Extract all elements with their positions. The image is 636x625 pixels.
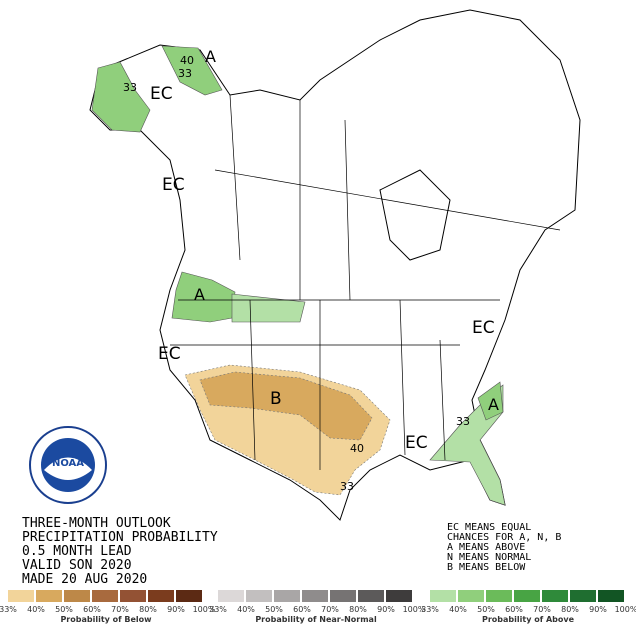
header-line: 0.5 MONTH LEAD <box>22 544 132 559</box>
map-label: EC <box>150 84 173 104</box>
legend-label: 90% <box>167 605 185 614</box>
map-label: 33 <box>456 415 470 428</box>
legend-label: 40% <box>237 605 255 614</box>
legend-swatch <box>176 590 202 602</box>
legend-label: 33% <box>209 605 227 614</box>
legend-swatch <box>570 590 596 602</box>
legend-swatch <box>274 590 300 602</box>
map-label: 33 <box>178 67 192 80</box>
noaa-logo: NOAA <box>29 426 107 504</box>
legend-label: 80% <box>349 605 367 614</box>
map-label: EC <box>405 433 428 453</box>
map-label: EC <box>158 344 181 364</box>
legend-swatch <box>8 590 34 602</box>
legend-label: 60% <box>83 605 101 614</box>
legend-swatch <box>330 590 356 602</box>
hudson-bay <box>379 169 451 261</box>
legend-label: 90% <box>589 605 607 614</box>
legend-label: 60% <box>293 605 311 614</box>
header-line: PRECIPITATION PROBABILITY <box>22 530 218 545</box>
legend-swatch <box>542 590 568 602</box>
legend-caption: Probability of Near-Normal <box>255 615 377 624</box>
legend-label: 60% <box>505 605 523 614</box>
legend-swatch <box>148 590 174 602</box>
legend-caption: Probability of Above <box>482 615 575 624</box>
legend-label: 100% <box>615 605 636 614</box>
legend-note: B MEANS BELOW <box>447 562 526 573</box>
legend-label: 100% <box>193 605 216 614</box>
legend-swatch <box>92 590 118 602</box>
legend-swatch <box>246 590 272 602</box>
below-region <box>199 371 373 441</box>
legend-swatch <box>458 590 484 602</box>
legend-label: 70% <box>533 605 551 614</box>
map-label: B <box>270 389 282 409</box>
legend-note: EC MEANS EQUAL <box>447 522 531 533</box>
map-label: 40 <box>180 54 194 67</box>
legend-label: 100% <box>403 605 426 614</box>
legend-label: 80% <box>561 605 579 614</box>
legend-label: 50% <box>265 605 283 614</box>
legend-swatch <box>120 590 146 602</box>
border <box>170 94 561 470</box>
map-label: EC <box>472 318 495 338</box>
legend-swatch <box>598 590 624 602</box>
legend-swatch <box>358 590 384 602</box>
legend-label: 33% <box>0 605 17 614</box>
legend-label: 90% <box>377 605 395 614</box>
logo-text: NOAA <box>52 458 84 469</box>
header-line: MADE 20 AUG 2020 <box>22 572 147 587</box>
legend-note: CHANCES FOR A, N, B <box>447 532 561 543</box>
legend-swatch <box>386 590 412 602</box>
map-label: EC <box>162 175 185 195</box>
header-line: THREE-MONTH OUTLOOK <box>22 516 171 531</box>
above-region <box>161 45 223 96</box>
map-label: 33 <box>123 81 137 94</box>
legend-label: 40% <box>27 605 45 614</box>
map-label: A <box>194 285 205 304</box>
legend-swatch <box>486 590 512 602</box>
above-region <box>477 381 504 421</box>
legend-note: N MEANS NORMAL <box>447 552 531 563</box>
legend-label: 50% <box>55 605 73 614</box>
legend-swatch <box>218 590 244 602</box>
legend-swatch <box>302 590 328 602</box>
map-label: A <box>205 47 216 66</box>
header-line: VALID SON 2020 <box>22 558 132 573</box>
above-region <box>171 271 236 323</box>
legend-label: 80% <box>139 605 157 614</box>
above-region <box>91 61 151 133</box>
legend-label: 40% <box>449 605 467 614</box>
legend-note: A MEANS ABOVE <box>447 542 525 553</box>
map-label: 40 <box>350 442 364 455</box>
map-label: A <box>488 395 499 414</box>
legend-swatch <box>430 590 456 602</box>
legend-swatch <box>514 590 540 602</box>
legend-swatch <box>64 590 90 602</box>
legend-label: 50% <box>477 605 495 614</box>
legend-label: 70% <box>321 605 339 614</box>
legend-label: 33% <box>421 605 439 614</box>
legend-caption: Probability of Below <box>60 615 152 624</box>
legend-label: 70% <box>111 605 129 614</box>
map-label: 33 <box>340 480 354 493</box>
legend-swatch <box>36 590 62 602</box>
